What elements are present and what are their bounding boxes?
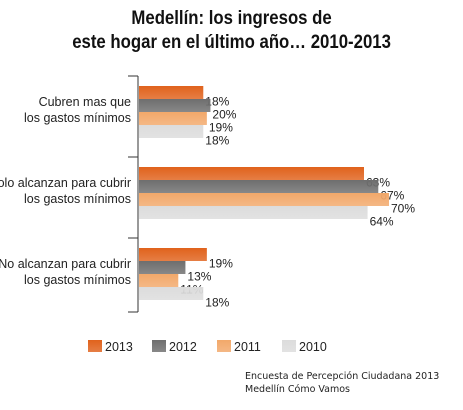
- category-label-line: los gastos mínimos: [24, 111, 131, 125]
- source-note: Encuesta de Percepción Ciudadana 2013 Me…: [245, 370, 439, 396]
- legend-label-2013: 2013: [105, 340, 133, 354]
- bar-2010-1: [139, 206, 368, 219]
- data-label-2012-2: 13%: [187, 270, 211, 284]
- legend-label-2012: 2012: [169, 340, 197, 354]
- category-label-line: los gastos mínimos: [24, 273, 131, 287]
- legend-label-2011: 2011: [234, 340, 261, 354]
- category-label-1: Solo alcanzan para cubrir los gastos míni…: [0, 176, 131, 206]
- data-label-2010-1: 64%: [370, 215, 394, 229]
- category-label-0: Cubren mas que los gastos mínimos: [24, 95, 131, 125]
- category-label-line: Cubren mas que: [39, 95, 131, 109]
- bar-2011-0: [139, 112, 207, 125]
- bar-2013-1: [139, 167, 364, 180]
- chart-title: Medellín: los ingresos de este hogar en …: [32, 6, 430, 54]
- data-label-2010-2: 18%: [205, 296, 229, 310]
- category-label-line: Solo alcanzan para cubrir: [0, 176, 131, 190]
- data-label-2013-0: 18%: [205, 95, 229, 109]
- category-label-line: los gastos mínimos: [24, 192, 131, 206]
- data-label-2012-0: 20%: [212, 108, 236, 122]
- bar-2012-1: [139, 180, 379, 193]
- title-line-2: este hogar en el último año… 2010-2013: [72, 31, 391, 53]
- title-line-1: Medellín: los ingresos de: [131, 7, 332, 29]
- legend-swatch-2013: [88, 340, 102, 352]
- legend-label-2010: 2010: [299, 340, 327, 354]
- data-label-2013-2: 19%: [209, 257, 233, 271]
- bar-2010-2: [139, 287, 204, 300]
- bar-2013-2: [139, 248, 207, 261]
- bar-2012-2: [139, 261, 186, 274]
- category-label-line: No alcanzan para cubrir: [0, 257, 131, 271]
- category-label-2: No alcanzan para cubrir los gastos mínimo…: [0, 257, 131, 287]
- data-label-2011-0: 19%: [209, 121, 233, 135]
- legend-swatch-2010: [282, 340, 296, 352]
- data-label-2010-0: 18%: [205, 134, 229, 148]
- bar-2013-0: [139, 86, 204, 99]
- bar-2011-2: [139, 274, 179, 287]
- bar-2010-0: [139, 125, 204, 138]
- source-line-1: Encuesta de Percepción Ciudadana 2013: [245, 371, 440, 382]
- source-line-2: Medellín Cómo Vamos: [245, 384, 351, 395]
- legend-swatch-2012: [152, 340, 166, 352]
- bar-2012-0: [139, 99, 211, 112]
- data-label-2011-1: 70%: [391, 202, 415, 216]
- legend-swatch-2011: [217, 340, 231, 352]
- bar-2011-1: [139, 193, 389, 206]
